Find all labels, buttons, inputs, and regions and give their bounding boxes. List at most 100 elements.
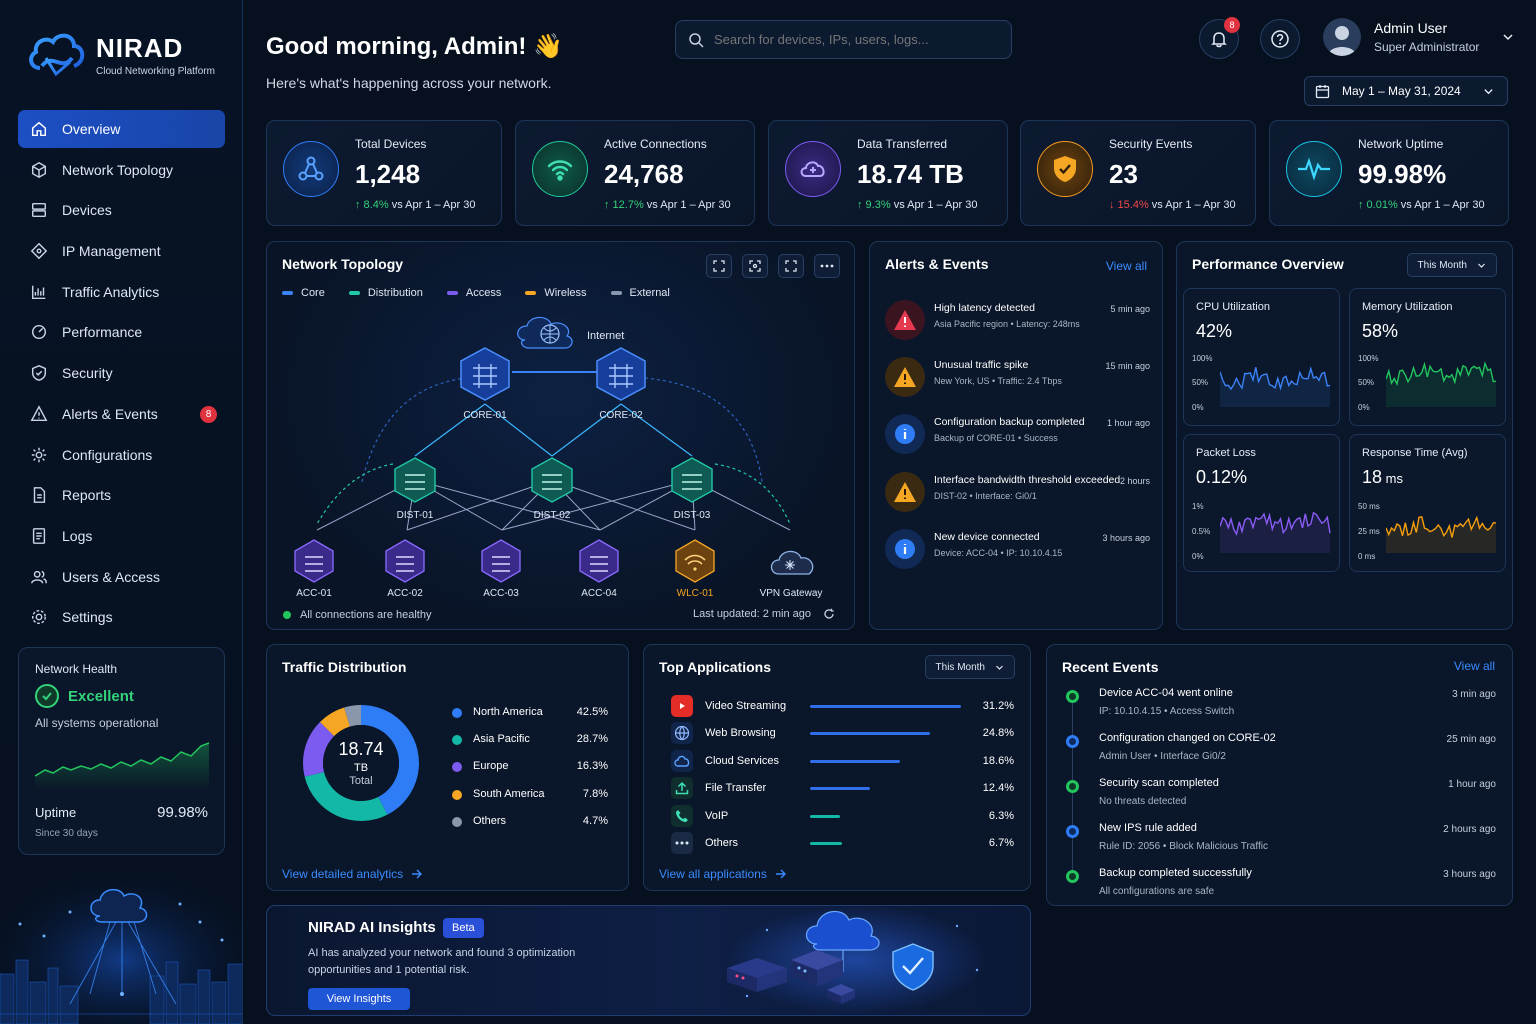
packet-loss-metric[interactable]: Packet Loss 0.12% 1% 0.5% 0% [1183, 434, 1340, 572]
search-input[interactable] [714, 32, 994, 47]
view-detailed-analytics-link[interactable]: View detailed analytics [282, 867, 423, 881]
internet-node[interactable] [517, 316, 573, 349]
home-icon [31, 121, 47, 137]
memory-utilization-metric[interactable]: Memory Utilization 58% 100% 50% 0% [1349, 288, 1506, 426]
donut-slice-north-america[interactable] [361, 705, 419, 815]
acc-01-node[interactable] [294, 539, 334, 583]
date-range-picker[interactable]: May 1 – May 31, 2024 [1304, 76, 1508, 106]
donut-hole [323, 725, 399, 801]
kpi-total-devices[interactable]: Total Devices 1,248 ↑ 8.4% vs Apr 1 – Ap… [266, 120, 502, 226]
event-item[interactable]: Backup completed successfully All configu… [1066, 867, 1496, 907]
donut-total-value: 18.74 [338, 739, 384, 759]
recent-view-all-link[interactable]: View all [1453, 659, 1495, 673]
sidebar-item-traffic-analytics[interactable]: Traffic Analytics [18, 273, 225, 311]
user-menu[interactable]: Admin User Super Administrator [1323, 18, 1514, 56]
wlc-01-node[interactable] [675, 539, 715, 583]
apps-title: Top Applications [659, 659, 771, 675]
kpi-data-transferred[interactable]: Data Transferred 18.74 TB ↑ 9.3% vs Apr … [768, 120, 1008, 226]
alerts-view-all-link[interactable]: View all [1105, 259, 1147, 273]
dist-02-node[interactable] [531, 457, 573, 503]
alert-item[interactable]: Unusual traffic spike New York, US • Tra… [885, 355, 1150, 403]
ai-text-line-2: opportunities and 1 potential risk. [308, 964, 470, 976]
event-item[interactable]: Configuration changed on CORE-02 Admin Us… [1066, 732, 1496, 772]
response-time-metric[interactable]: Response Time (Avg) 18 ms 50 ms 25 ms 0 … [1349, 434, 1506, 572]
app-row[interactable]: VoIP 6.3% [671, 804, 1014, 827]
sparkline-area [1386, 363, 1496, 407]
alert-item[interactable]: High latency detected Asia Pacific regio… [885, 298, 1150, 346]
global-search[interactable] [675, 20, 1012, 59]
app-percent: 6.3% [988, 809, 1014, 822]
sidebar-item-label: Configurations [62, 446, 153, 463]
topology-title: Network Topology [282, 256, 404, 272]
alert-item[interactable]: Interface bandwidth threshold exceeded D… [885, 470, 1150, 518]
sidebar-item-label: Settings [62, 609, 113, 626]
performance-period-select[interactable]: This Month [1406, 253, 1497, 277]
apps-period-select[interactable]: This Month [924, 655, 1015, 679]
app-row[interactable]: File Transfer 12.4% [671, 777, 1014, 800]
core-01-node[interactable] [460, 347, 510, 401]
fullscreen-button[interactable] [778, 254, 804, 278]
status-dot [283, 611, 291, 619]
sidebar-item-users-access[interactable]: Users & Access [18, 558, 225, 596]
user-role: Super Administrator [1374, 40, 1480, 54]
cpu-utilization-metric[interactable]: CPU Utilization 42% 100% 50% 0% [1183, 288, 1340, 426]
sidebar: NIRAD Cloud Networking Platform Overview… [0, 0, 243, 1024]
topology-icon [31, 161, 47, 178]
acc-02-node[interactable] [385, 539, 425, 583]
app-row[interactable]: Video Streaming 31.2% [671, 695, 1014, 717]
legend-row: South America 7.8% [452, 788, 608, 804]
zoom-button[interactable] [742, 254, 768, 278]
sidebar-item-performance[interactable]: Performance [18, 313, 225, 351]
more-options-button[interactable] [814, 254, 840, 278]
sidebar-item-settings[interactable]: Settings [18, 598, 225, 636]
help-button[interactable] [1260, 19, 1300, 59]
donut-slice-europe[interactable] [303, 721, 335, 777]
info-icon [885, 529, 925, 569]
sidebar-item-overview[interactable]: Overview [18, 110, 225, 148]
view-insights-button[interactable]: View Insights [308, 988, 410, 1010]
devices-network-icon [283, 141, 339, 197]
core-02-node[interactable] [596, 347, 646, 401]
brand-logo[interactable]: NIRAD Cloud Networking Platform [26, 28, 215, 82]
sidebar-item-devices[interactable]: Devices [18, 191, 225, 229]
acc-04-node[interactable] [579, 539, 619, 583]
kpi-active-connections[interactable]: Active Connections 24,768 ↑ 12.7% vs Apr… [515, 120, 755, 226]
sidebar-item-ip-management[interactable]: IP Management [18, 232, 225, 270]
app-row[interactable]: Web Browsing 24.8% [671, 722, 1014, 745]
app-row[interactable]: Others 6.7% [671, 832, 1014, 854]
view-all-applications-link[interactable]: View all applications [659, 867, 786, 881]
fit-view-button[interactable] [706, 254, 732, 278]
notifications-button[interactable]: 8 [1199, 17, 1240, 59]
dist-03-node[interactable] [671, 457, 713, 503]
sidebar-item-logs[interactable]: Logs [18, 517, 225, 555]
event-item[interactable]: New IPS rule added Rule ID: 2056 • Block … [1066, 822, 1496, 862]
kpi-value: 18.74 TB [857, 159, 964, 189]
sparkline-area [1220, 512, 1330, 553]
donut-slice-others[interactable] [344, 705, 361, 727]
dist-01-node[interactable] [394, 457, 436, 503]
sidebar-item-security[interactable]: Security [18, 354, 225, 392]
response-time-sparkline [1386, 515, 1497, 553]
alert-item[interactable]: New device connected Device: ACC-04 • IP… [885, 527, 1150, 575]
kpi-network-uptime[interactable]: Network Uptime 99.98% ↑ 0.01% vs Apr 1 –… [1269, 120, 1509, 226]
alert-item[interactable]: Configuration backup completed Backup of… [885, 412, 1150, 460]
kpi-security-events[interactable]: Security Events 23 ↓ 15.4% vs Apr 1 – Ap… [1020, 120, 1256, 226]
refresh-icon[interactable] [823, 608, 835, 620]
event-item[interactable]: Device ACC-04 went online IP: 10.10.4.15 … [1066, 687, 1496, 727]
sidebar-item-network-topology[interactable]: Network Topology [18, 151, 225, 189]
vpn-gateway-node[interactable] [770, 550, 814, 575]
app-row[interactable]: Cloud Services 18.6% [671, 749, 1014, 772]
sidebar-item-alerts-events[interactable]: Alerts & Events 8 [18, 395, 225, 433]
donut-slice-asia-pacific[interactable] [304, 771, 388, 821]
sidebar-item-configurations[interactable]: Configurations [18, 436, 225, 474]
kpi-value: 1,248 [355, 159, 421, 189]
sidebar-item-reports[interactable]: Reports [18, 476, 225, 514]
app-name: Others [705, 837, 739, 849]
event-item[interactable]: Security scan completed No threats detect… [1066, 777, 1496, 817]
health-status: Excellent [35, 684, 208, 708]
donut-slice-south-america[interactable] [319, 707, 350, 737]
app-percent: 31.2% [982, 700, 1014, 712]
acc-03-node[interactable] [481, 539, 521, 583]
internet-label: Internet [587, 330, 624, 342]
more-icon [820, 264, 834, 268]
